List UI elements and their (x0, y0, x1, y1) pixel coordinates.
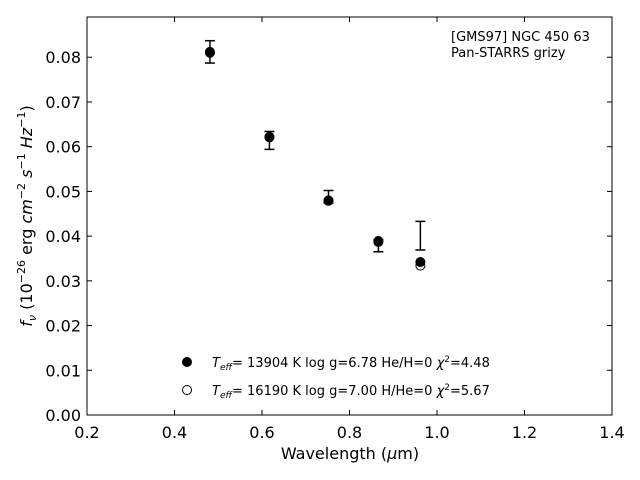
y-tick-label: 0.08 (45, 48, 81, 67)
x-tick-label: 1.2 (512, 423, 537, 442)
y-tick-label: 0.01 (45, 361, 81, 380)
x-axis-label: Wavelength (μm) (281, 444, 419, 463)
x-tick-label: 0.8 (337, 423, 362, 442)
y-tick-label: 0.05 (45, 182, 81, 201)
x-tick-label: 0.6 (249, 423, 274, 442)
legend-entry-2: Teff= 16190 K log g=7.00 H/He=0 χ2=5.67 (212, 383, 490, 401)
data-point-filled (264, 132, 275, 143)
x-tick-label: 1.0 (424, 423, 449, 442)
data-point-filled (204, 47, 215, 58)
y-axis: 0.00 0.01 0.02 0.03 0.04 0.05 0.06 0.07 0.08 (45, 48, 612, 425)
y-tick-label: 0.04 (45, 227, 81, 246)
data-point-filled (323, 195, 334, 206)
data-point-filled (415, 257, 426, 268)
x-tick-label: 0.4 (162, 423, 187, 442)
y-tick-label: 0.07 (45, 93, 81, 112)
x-tick-label: 1.4 (599, 423, 624, 442)
legend-entry-1: Teff= 13904 K log g=6.78 He/H=0 χ2=4.48 (212, 355, 490, 373)
y-tick-label: 0.02 (45, 317, 81, 336)
annotation-object-name: [GMS97] NGC 450 63 (451, 30, 590, 45)
data-series (204, 46, 426, 271)
legend-marker-filled (182, 357, 192, 367)
y-tick-label: 0.06 (45, 138, 81, 157)
y-tick-label: 0.00 (45, 406, 81, 425)
legend: Teff= 13904 K log g=6.78 He/H=0 χ2=4.48 … (182, 355, 490, 401)
data-point-filled (373, 236, 384, 247)
x-axis: 0.2 0.4 0.6 0.8 1.0 1.2 1.4 (74, 17, 625, 442)
legend-marker-open (182, 385, 192, 395)
x-tick-label: 0.2 (74, 423, 99, 442)
annotation-survey: Pan-STARRS grizy (451, 46, 566, 61)
y-axis-label: fν (10−26 erg cm−2 s−1 Hz−1) (15, 105, 39, 326)
y-tick-label: 0.03 (45, 272, 81, 291)
